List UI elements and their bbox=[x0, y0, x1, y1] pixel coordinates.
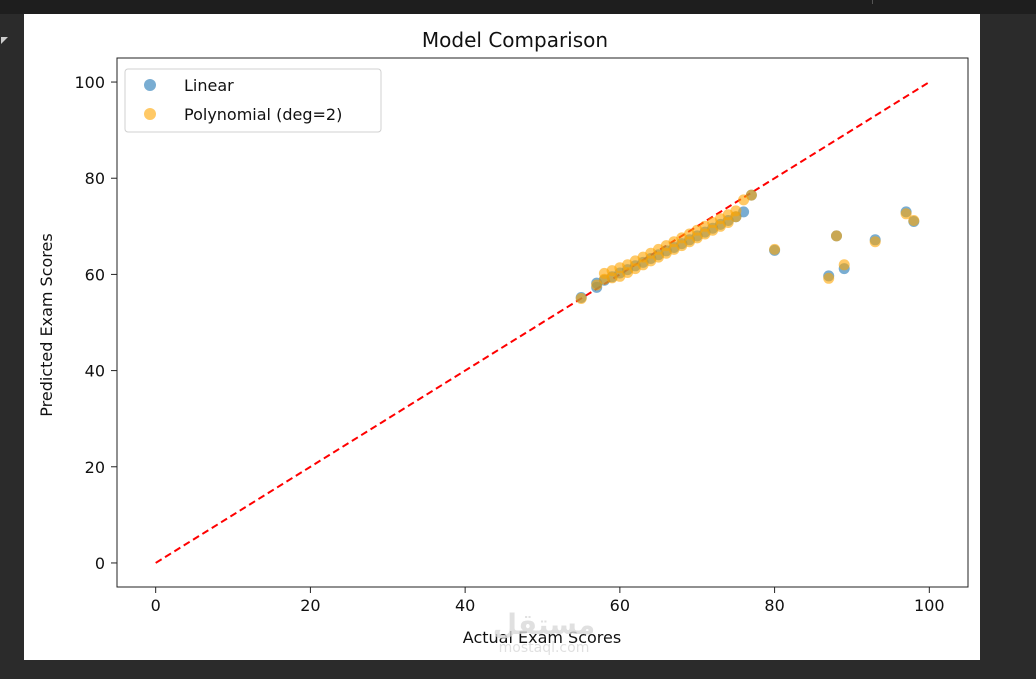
axis-layer: 0 20 40 60 80 100 0 20 40 60 80 100 bbox=[74, 73, 944, 615]
point-polynomial bbox=[730, 205, 742, 217]
legend-box bbox=[124, 68, 382, 133]
reference-line-layer bbox=[155, 81, 930, 564]
scatter-chart: Model Comparison 0 20 40 60 80 100 0 20 40 60 80 10… bbox=[37, 28, 969, 647]
legend-marker-linear bbox=[144, 79, 156, 91]
point-polynomial bbox=[908, 215, 920, 226]
point-polynomial bbox=[823, 272, 835, 284]
y-tick-label: 20 bbox=[85, 458, 105, 477]
x-tick-label: 60 bbox=[610, 596, 630, 615]
legend-marker-polynomial bbox=[144, 108, 156, 120]
plot-figure: Model Comparison 0 20 40 60 80 100 0 20 40 60 80 10… bbox=[24, 14, 980, 660]
y-axis-label: Predicted Exam Scores bbox=[37, 233, 56, 416]
point-polynomial bbox=[831, 230, 842, 242]
ideal-fit-line bbox=[155, 81, 930, 564]
x-axis-label: Actual Exam Scores bbox=[463, 628, 621, 647]
chart-title: Model Comparison bbox=[422, 28, 608, 52]
point-polynomial bbox=[745, 189, 757, 201]
y-tick-label: 0 bbox=[95, 554, 105, 573]
y-tick-label: 40 bbox=[85, 362, 105, 381]
collapse-output-icon[interactable] bbox=[0, 36, 10, 46]
x-tick-label: 0 bbox=[151, 596, 161, 615]
x-tick-label: 100 bbox=[914, 596, 945, 615]
x-tick-label: 40 bbox=[455, 596, 475, 615]
legend: Linear Polynomial (deg=2) bbox=[124, 68, 382, 133]
point-polynomial bbox=[869, 236, 881, 248]
y-tick-label: 80 bbox=[85, 169, 105, 188]
y-tick-label: 100 bbox=[74, 73, 105, 92]
points-layer bbox=[575, 189, 920, 304]
legend-label-linear: Linear bbox=[184, 76, 234, 95]
legend-label-polynomial: Polynomial (deg=2) bbox=[184, 105, 342, 124]
toolbar-divider bbox=[872, 0, 873, 4]
plot-area-frame bbox=[116, 57, 969, 588]
point-polynomial bbox=[591, 279, 603, 291]
point-polynomial bbox=[575, 293, 587, 304]
point-polynomial bbox=[900, 208, 912, 220]
point-polynomial bbox=[769, 243, 781, 255]
point-polynomial bbox=[722, 217, 734, 228]
x-tick-label: 80 bbox=[764, 596, 784, 615]
top-toolbar bbox=[0, 0, 1036, 14]
y-tick-label: 60 bbox=[85, 265, 105, 284]
point-polynomial bbox=[838, 259, 850, 271]
x-tick-label: 20 bbox=[300, 596, 320, 615]
